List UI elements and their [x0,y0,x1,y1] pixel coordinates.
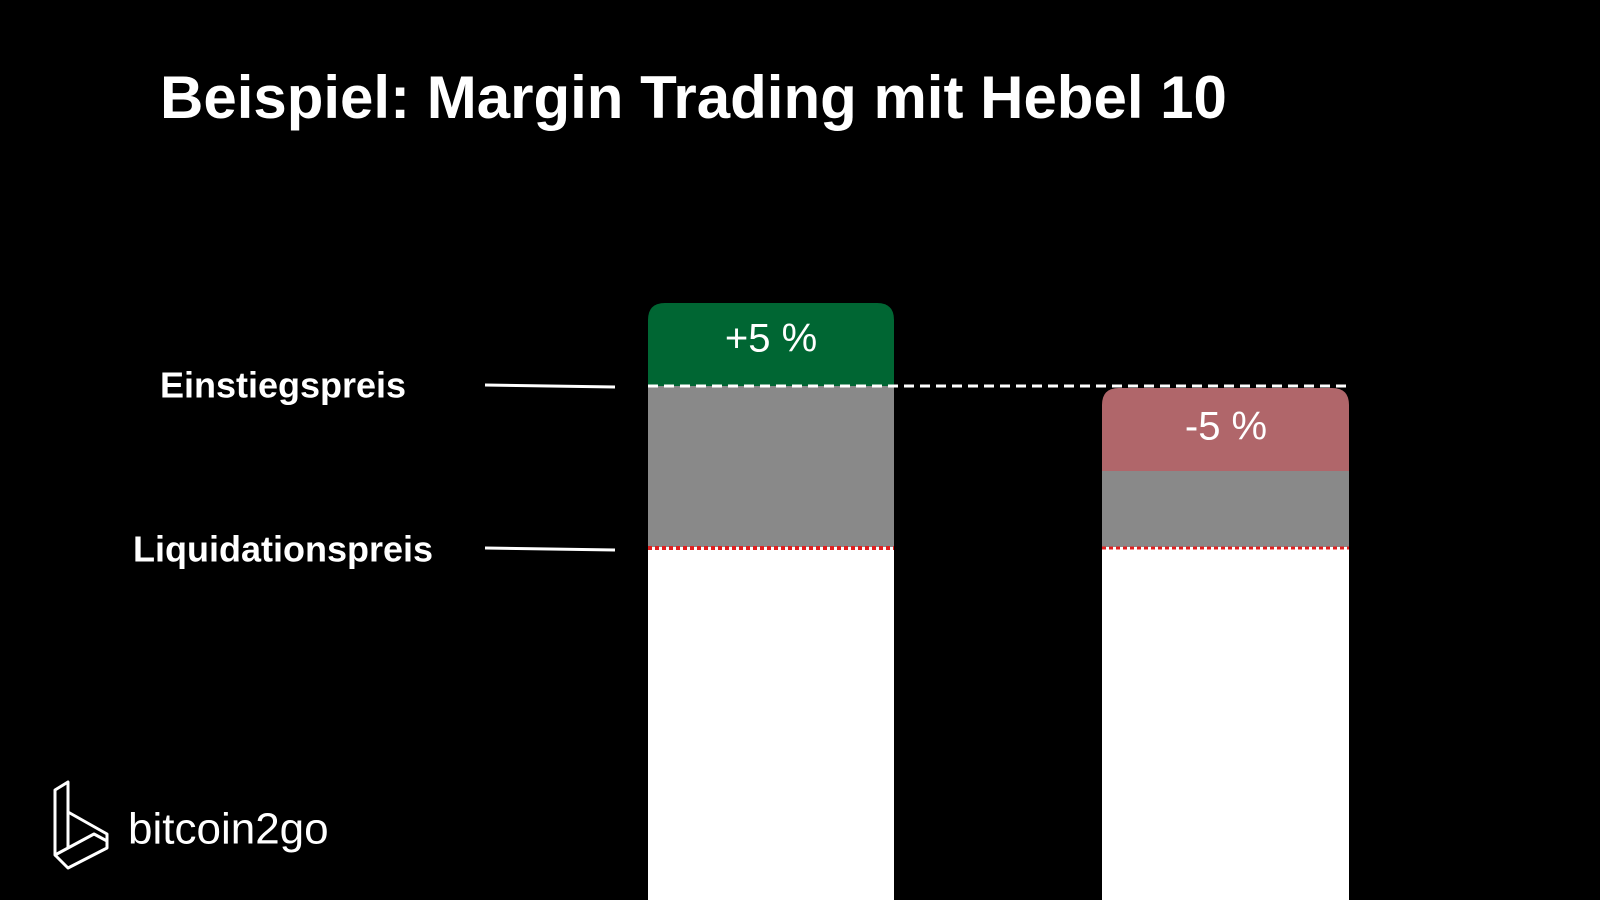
logo-icon [53,780,109,870]
title: Beispiel: Margin Trading mit Hebel 10 [160,64,1227,131]
margin-segment [1102,471,1349,547]
gain-segment [648,303,894,386]
entry-pointer [484,383,616,389]
bar-label: +5 % [725,317,817,361]
bar-label: -5 % [1185,405,1267,449]
logo-text: bitcoin2go [128,805,329,854]
liquidation-label: Liquidationspreis [133,529,433,570]
margin-segment [648,386,894,547]
liquidation-pointer [484,546,616,552]
entry-label: Einstiegspreis [160,365,406,406]
loss-segment [1102,388,1349,471]
base-segment [1102,547,1349,900]
base-segment [648,547,894,900]
